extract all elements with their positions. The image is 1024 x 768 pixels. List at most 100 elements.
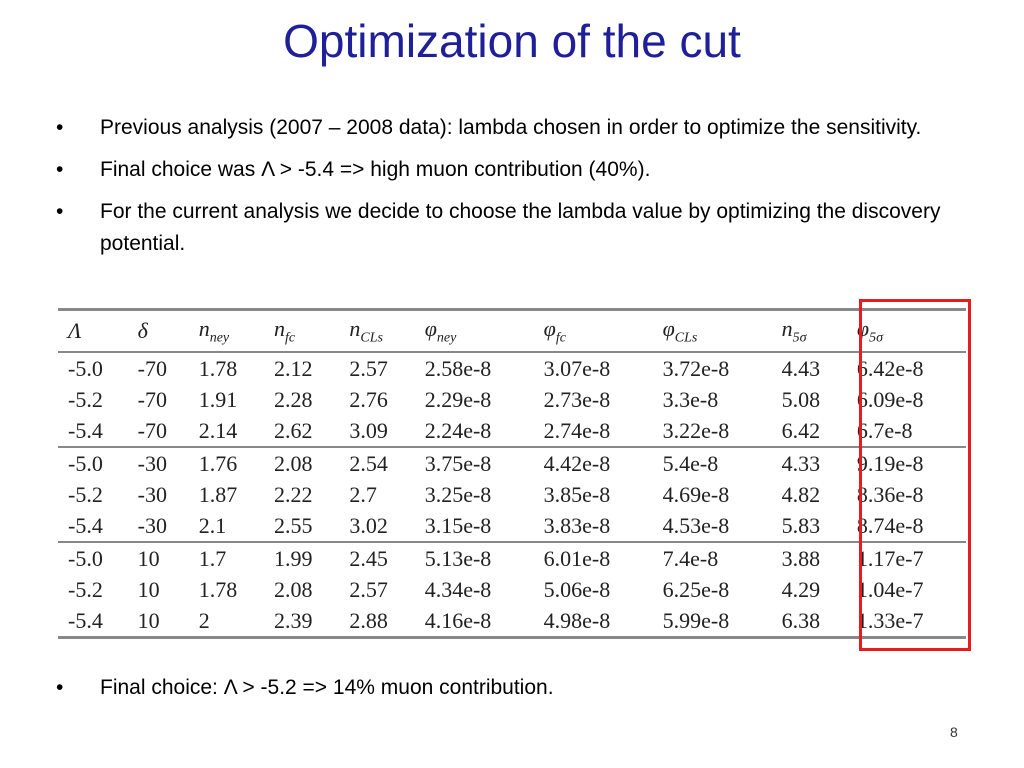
- table-row: -5.2 10 1.78 2.08 2.57 4.34e-8 5.06e-8 6.25e-8 4…: [58, 574, 966, 605]
- column-header: n5σ: [771, 308, 847, 353]
- table-cell: -70: [127, 415, 189, 448]
- column-header: Λ: [58, 308, 128, 353]
- table-cell: 4.29: [781, 576, 821, 602]
- table-cell: 2.08: [274, 450, 313, 476]
- table-cell: -70: [137, 355, 167, 381]
- bullet-text: For the current analysis we decide to ch…: [100, 200, 941, 255]
- bullet-dot: •: [56, 116, 64, 139]
- table-row: -5.0 -30 1.76 2.08 2.54 3.75e-8 4.42e-8 5.4e-8 4…: [58, 447, 966, 479]
- table-cell: 2.57: [349, 355, 388, 381]
- table-cell: 2.88: [339, 605, 415, 639]
- table-cell: 2.55: [264, 510, 340, 543]
- table-cell: 2.22: [274, 481, 313, 507]
- table-cell: 3.75e-8: [424, 450, 492, 476]
- phi-5sigma-highlight-box: [859, 299, 971, 651]
- table-cell: 5.99e-8: [652, 605, 772, 639]
- table-cell: 5.13e-8: [424, 545, 492, 571]
- table-cell: 3.25e-8: [424, 481, 492, 507]
- table-cell: -5.2: [68, 386, 103, 412]
- table-cell: 2.57: [349, 576, 388, 602]
- table-cell: 2.76: [349, 386, 388, 412]
- column-header: φCLs: [652, 308, 772, 353]
- table-cell: 1.87: [198, 481, 238, 507]
- bullet-dot: •: [56, 200, 64, 223]
- table-cell: -5.4: [58, 605, 128, 639]
- bullet-list: • Previous analysis (2007 – 2008 data): l…: [56, 112, 956, 270]
- table-cell: 2.54: [349, 450, 388, 476]
- bullet-item: • Final choice was Λ > -5.4 => high muon …: [56, 154, 956, 186]
- table-cell: 2: [188, 605, 265, 639]
- header-subscript: 5σ: [869, 330, 883, 346]
- table-cell: 3.09: [339, 415, 415, 448]
- table-row: -5.4 -30 2.1 2.55 3.02 3.15e-8 3.83e-8 4.53e-8 5…: [58, 510, 966, 543]
- table-cell: 5.4e-8: [662, 450, 719, 476]
- table-cell: -70: [137, 386, 167, 412]
- table-cell: 3.83e-8: [533, 510, 653, 543]
- table-cell: 6.38: [771, 605, 847, 639]
- table-cell: 3.72e-8: [662, 355, 730, 381]
- table-row: -5.2 -30 1.87 2.22 2.7 3.25e-8 3.85e-8 4.69e-8 4…: [58, 479, 966, 510]
- header-symbol: δ: [137, 318, 148, 343]
- header-subscript: ney: [209, 330, 230, 346]
- header-subscript: CLs: [674, 330, 698, 346]
- table-cell: -30: [137, 481, 167, 507]
- table-cell: 4.33: [781, 450, 821, 476]
- header-symbol: n: [274, 315, 286, 341]
- table-cell: 4.98e-8: [533, 605, 653, 639]
- table-cell: 4.53e-8: [652, 510, 772, 543]
- table-cell: 5.06e-8: [543, 576, 611, 602]
- table-cell: 4.34e-8: [424, 576, 492, 602]
- table-cell: -5.0: [68, 545, 103, 571]
- table-cell: -30: [127, 510, 189, 543]
- table-cell: 2.29e-8: [424, 386, 492, 412]
- table-cell: 2.58e-8: [424, 355, 492, 381]
- table-cell: 2.08: [274, 576, 313, 602]
- table-cell: 7.4e-8: [662, 545, 719, 571]
- table-cell: 6.01e-8: [543, 545, 611, 571]
- table-cell: -5.4: [58, 415, 128, 448]
- column-header: φ5σ: [846, 308, 966, 353]
- table-cell: 1.78: [198, 355, 238, 381]
- table-cell: 4.69e-8: [662, 481, 730, 507]
- bullet-dot: •: [56, 158, 64, 181]
- table-cell: 2.62: [264, 415, 340, 448]
- table-cell: 4.42e-8: [543, 450, 611, 476]
- table-cell: 2.14: [188, 415, 265, 448]
- table-cell: 6.7e-8: [846, 415, 966, 448]
- table-cell: 9.19e-8: [856, 450, 924, 476]
- table-cell: -5.2: [68, 576, 103, 602]
- table-cell: 2.74e-8: [533, 415, 653, 448]
- bullet-text: Previous analysis (2007 – 2008 data): la…: [100, 116, 922, 139]
- table-cell: 5.08: [781, 386, 821, 412]
- table-cell: 2.24e-8: [414, 415, 534, 448]
- table-cell: 10: [127, 605, 189, 639]
- table-cell: 1.17e-7: [856, 545, 924, 571]
- table-cell: 2.39: [264, 605, 340, 639]
- table-row: -5.4 -70 2.14 2.62 3.09 2.24e-8 2.74e-8 3.22e-8…: [58, 415, 966, 448]
- table-cell: 1.33e-7: [846, 605, 966, 639]
- column-header: nCLs: [339, 308, 415, 353]
- table-row: -5.0 -70 1.78 2.12 2.57 2.58e-8 3.07e-8 3.72e-8…: [58, 352, 966, 384]
- table-cell: 6.42e-8: [856, 355, 924, 381]
- header-subscript: ney: [436, 330, 457, 346]
- slide-title: Optimization of the cut: [283, 15, 741, 67]
- table-cell: 8.74e-8: [846, 510, 966, 543]
- table-cell: 3.3e-8: [662, 386, 719, 412]
- column-header: nney: [188, 308, 265, 353]
- table-cell: 2.28: [274, 386, 313, 412]
- table-cell: -5.0: [68, 355, 103, 381]
- table-cell: -5.0: [68, 450, 103, 476]
- table-cell: 3.02: [339, 510, 415, 543]
- header-symbol: φ: [662, 315, 675, 341]
- bullet-text: Final choice was Λ > -5.4 => high muon c…: [100, 158, 651, 181]
- table-cell: 3.85e-8: [543, 481, 611, 507]
- header-symbol: φ: [543, 315, 556, 341]
- header-symbol: n: [198, 315, 210, 341]
- table-cell: 1.7: [198, 545, 227, 571]
- column-header: δ: [127, 308, 189, 353]
- table-cell: 2.12: [274, 355, 313, 381]
- table-cell: 3.07e-8: [543, 355, 611, 381]
